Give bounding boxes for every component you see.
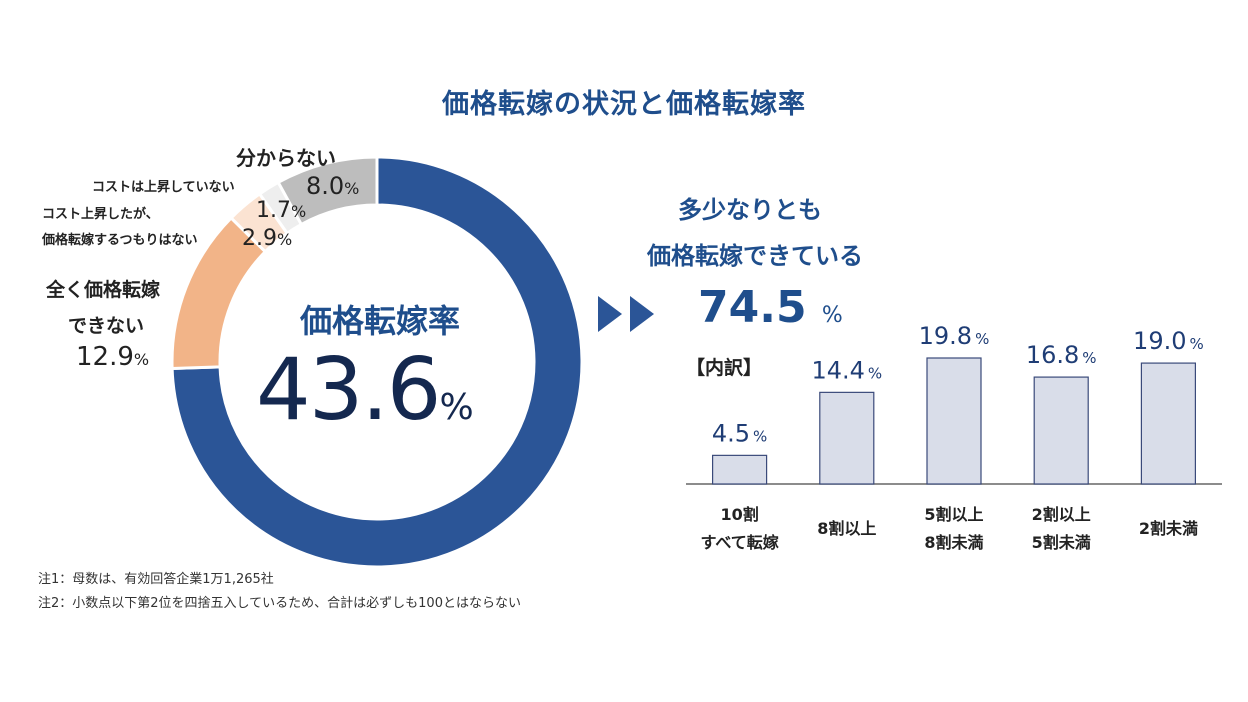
bar-category-label-2-1: 8割未満 <box>924 533 983 552</box>
label-unknown: 分からない <box>236 146 336 170</box>
center-value: 43.6% <box>256 340 474 440</box>
value-none: 12.9% <box>76 342 150 372</box>
double-arrow-icon <box>598 296 654 332</box>
label-none: 全く価格転嫁 できない <box>46 279 161 337</box>
chart-title: 価格転嫁の状況と価格転嫁率 <box>442 89 806 120</box>
value-no-cost-rise: 1.7% <box>256 198 307 223</box>
bar-value-label-3: 16.8% <box>1026 341 1097 369</box>
bar-4 <box>1140 362 1197 485</box>
right-value: 74.5 % <box>698 282 843 333</box>
bar-category-label-4-0: 2割未満 <box>1139 519 1198 538</box>
bar-value-label-2: 19.8% <box>919 322 990 350</box>
bar-category-label-0-1: すべて転嫁 <box>700 533 778 552</box>
breakdown-label: 【内訳】 <box>686 357 763 379</box>
right-heading-line2: 価格転嫁できている <box>647 242 863 270</box>
bar-category-label-3-0: 2割以上 <box>1032 505 1091 524</box>
note-1: 注1：母数は、有効回答企業1万1,265社 <box>38 572 274 587</box>
value-no-intent: 2.9% <box>242 226 293 251</box>
bar-category-label-2-0: 5割以上 <box>924 505 983 524</box>
bar-3 <box>1033 376 1089 485</box>
label-no-cost-rise: コストは上昇していない <box>92 180 235 195</box>
center-label: 価格転嫁率 <box>299 302 460 340</box>
bar-value-label-4: 19.0% <box>1133 327 1204 355</box>
donut-slice-passed <box>170 155 584 569</box>
value-unknown: 8.0% <box>306 172 360 200</box>
bar-1 <box>819 391 875 485</box>
bar-category-label-0-0: 10割 <box>720 505 758 524</box>
bar-value-label-1: 14.4% <box>811 356 882 384</box>
note-2: 注2：小数点以下第2位を四捨五入しているため、合計は必ずしも100とはならない <box>38 596 521 611</box>
bar-2 <box>926 357 982 485</box>
bar-category-label-1-0: 8割以上 <box>817 519 876 538</box>
bar-0 <box>711 454 768 485</box>
donut-slice-unknown <box>276 155 379 227</box>
label-no-intent: コスト上昇したが、 価格転嫁するつもりはない <box>42 207 198 248</box>
right-heading-line1: 多少なりとも <box>678 196 822 224</box>
bar-category-label-3-1: 5割未満 <box>1032 533 1091 552</box>
bar-value-label-0: 4.5% <box>712 419 767 447</box>
